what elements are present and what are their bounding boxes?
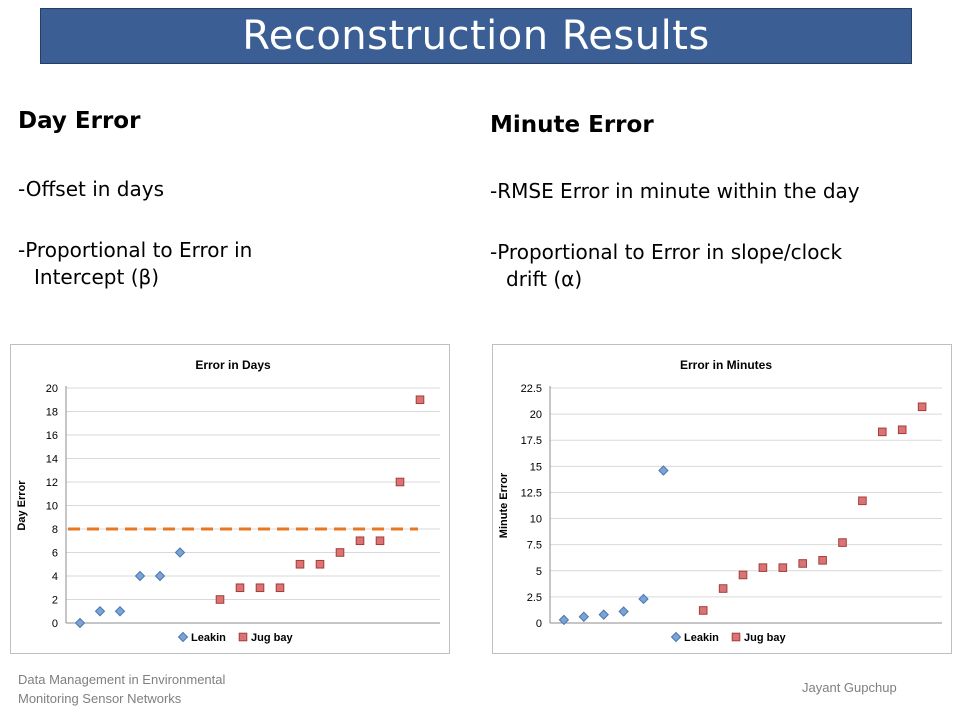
y-tick-label: 6	[52, 548, 58, 560]
jugbay-point	[897, 425, 907, 435]
y-tick-label: 10	[530, 514, 542, 526]
leakin-point	[114, 606, 126, 617]
leakin-point	[558, 614, 570, 626]
y-tick-label: 15	[530, 461, 542, 473]
chart-title: Error in Minutes	[680, 358, 772, 372]
y-tick-label: 0	[536, 618, 542, 630]
leakin-point	[94, 606, 106, 617]
slide-title: Reconstruction Results	[242, 13, 710, 59]
legend-label: Jug bay	[251, 632, 293, 644]
jugbay-point	[698, 606, 708, 615]
legend-marker	[670, 631, 682, 643]
legend-marker	[731, 632, 741, 642]
jugbay-point	[838, 538, 847, 547]
jugbay-point	[415, 395, 425, 405]
jugbay-point	[758, 563, 768, 572]
y-tick-label: 2.5	[527, 592, 542, 604]
legend-label: Leakin	[684, 632, 719, 644]
leakin-point	[74, 617, 86, 629]
y-tick-label: 22.5	[521, 383, 542, 395]
jugbay-point	[798, 559, 808, 568]
day-error-bullet-2-line-1: -Proportional to Error in	[18, 238, 253, 262]
legend-marker	[238, 632, 248, 642]
leakin-point	[598, 609, 609, 620]
jugbay-point	[917, 402, 927, 412]
legend-label: Leakin	[191, 632, 226, 644]
y-tick-label: 16	[46, 430, 58, 442]
y-tick-label: 5	[536, 566, 542, 578]
y-tick-label: 18	[46, 407, 58, 419]
y-tick-label: 2	[52, 595, 58, 607]
chart-title: Error in Days	[195, 358, 271, 372]
jugbay-point	[858, 496, 867, 506]
y-tick-label: 14	[46, 454, 58, 466]
y-axis-label: Minute Error	[498, 472, 510, 538]
day-error-bullet-1: -Offset in days	[18, 177, 165, 201]
jugbay-point	[718, 584, 728, 593]
legend-label: Jug bay	[744, 632, 786, 644]
jugbay-point	[315, 559, 325, 569]
minute-error-section: Minute Error -RMSE Error in minute withi…	[490, 112, 950, 293]
minute-error-bullet-1: -RMSE Error in minute within the day	[490, 179, 860, 203]
minute-error-heading: Minute Error	[490, 112, 654, 138]
y-tick-label: 12	[46, 477, 58, 489]
y-tick-label: 12.5	[521, 487, 542, 499]
jugbay-point	[355, 536, 365, 546]
minute-error-chart: Error in Minutes 0 2.5 5 7.5 10 12.5 15 17.5 20 22…	[492, 344, 952, 654]
leakin-point	[638, 593, 649, 605]
leakin-point	[154, 570, 166, 582]
day-error-section: Day Error -Offset in days -Proportional …	[18, 108, 458, 291]
day-error-chart: Error in Days 0 2 4 6 8 10 12 14 16 18 20 Day Error L…	[10, 344, 450, 654]
leakin-point	[578, 611, 590, 622]
y-tick-label: 0	[52, 618, 58, 630]
footer-course: Data Management in Environmental Monitor…	[18, 672, 226, 706]
minute-error-bullet-2-line-1: -Proportional to Error in slope/clock	[490, 240, 843, 264]
jugbay-point	[255, 583, 265, 593]
leakin-point	[134, 570, 146, 582]
y-tick-label: 4	[52, 571, 58, 583]
jugbay-point	[878, 427, 887, 437]
title-bar: Reconstruction Results	[40, 8, 912, 64]
chart-frame	[10, 344, 450, 654]
chart-frame	[492, 344, 952, 654]
jugbay-point	[395, 477, 405, 487]
jugbay-point	[235, 583, 245, 593]
jugbay-point	[295, 559, 305, 569]
day-error-heading: Day Error	[18, 108, 141, 134]
jugbay-point	[375, 536, 385, 546]
legend-marker	[177, 631, 189, 643]
y-tick-label: 17.5	[521, 435, 542, 447]
y-tick-label: 8	[52, 524, 58, 536]
leakin-point	[658, 465, 669, 476]
y-axis-label: Day Error	[16, 480, 28, 531]
minute-error-bullet-2: -Proportional to Error in slope/clock dr…	[490, 239, 950, 293]
jugbay-point	[738, 570, 748, 580]
jugbay-point	[778, 563, 788, 572]
jugbay-point	[215, 595, 225, 604]
day-error-bullet-2: -Proportional to Error in Intercept (β)	[18, 237, 458, 291]
minute-error-bullet-2-line-2: drift (α)	[506, 267, 583, 291]
day-error-bullet-2-line-2: Intercept (β)	[34, 265, 160, 289]
y-tick-label: 7.5	[527, 540, 542, 552]
leakin-point	[618, 606, 629, 617]
footer-author: Jayant Gupchup	[802, 680, 897, 695]
jugbay-point	[275, 583, 285, 593]
y-tick-label: 20	[530, 409, 542, 421]
y-tick-label: 10	[46, 501, 58, 513]
jugbay-point	[818, 556, 827, 565]
jugbay-point	[335, 548, 345, 557]
y-tick-label: 20	[46, 383, 58, 395]
leakin-point	[174, 547, 186, 558]
